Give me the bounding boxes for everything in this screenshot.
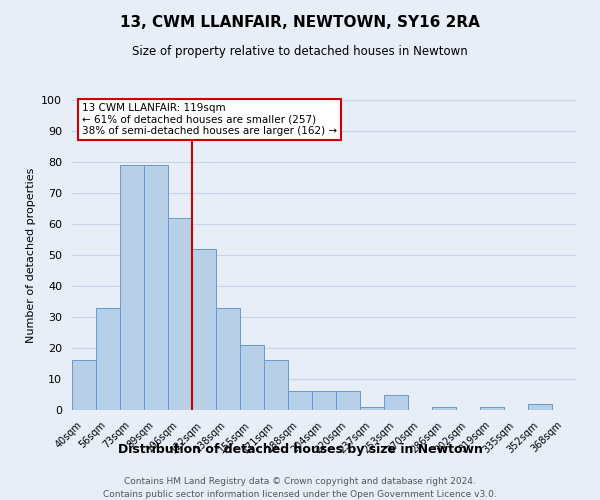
Text: Distribution of detached houses by size in Newtown: Distribution of detached houses by size … xyxy=(118,442,482,456)
Bar xyxy=(360,407,384,410)
Bar xyxy=(240,345,264,410)
Bar xyxy=(216,308,240,410)
Text: 13 CWM LLANFAIR: 119sqm
← 61% of detached houses are smaller (257)
38% of semi-d: 13 CWM LLANFAIR: 119sqm ← 61% of detache… xyxy=(82,103,337,136)
Text: Contains HM Land Registry data © Crown copyright and database right 2024.: Contains HM Land Registry data © Crown c… xyxy=(124,478,476,486)
Y-axis label: Number of detached properties: Number of detached properties xyxy=(26,168,36,342)
Bar xyxy=(168,218,192,410)
Bar xyxy=(72,360,96,410)
Bar xyxy=(120,165,144,410)
Text: Contains public sector information licensed under the Open Government Licence v3: Contains public sector information licen… xyxy=(103,490,497,499)
Text: 13, CWM LLANFAIR, NEWTOWN, SY16 2RA: 13, CWM LLANFAIR, NEWTOWN, SY16 2RA xyxy=(120,15,480,30)
Bar xyxy=(384,394,408,410)
Bar xyxy=(144,165,168,410)
Bar xyxy=(480,407,504,410)
Bar xyxy=(96,308,120,410)
Bar xyxy=(264,360,288,410)
Bar xyxy=(432,407,456,410)
Bar xyxy=(312,392,336,410)
Bar xyxy=(192,249,216,410)
Bar xyxy=(288,392,312,410)
Bar xyxy=(336,392,360,410)
Text: Size of property relative to detached houses in Newtown: Size of property relative to detached ho… xyxy=(132,45,468,58)
Bar xyxy=(528,404,552,410)
